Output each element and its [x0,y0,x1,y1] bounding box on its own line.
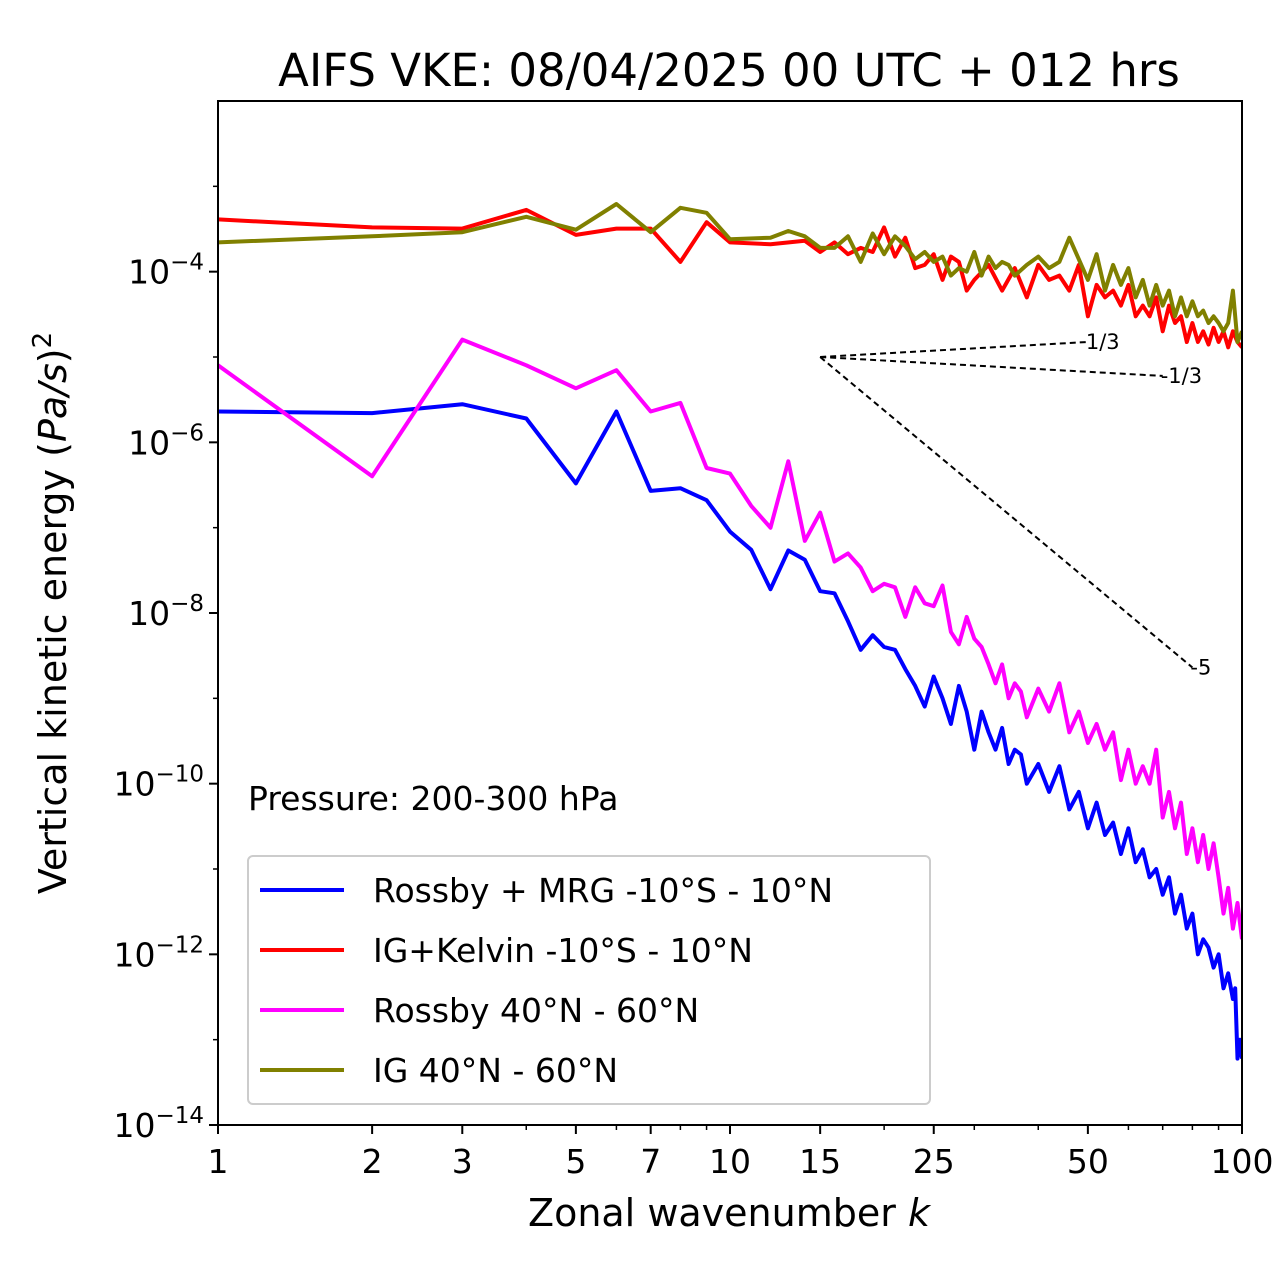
y-axis-label-exponent: 2 [28,332,58,349]
y-tick-label: 10−8 [128,591,204,633]
reference-line-label-3: -5 [1190,655,1211,679]
y-tick-label: 10−14 [113,1103,204,1145]
reference-line-2 [820,356,1163,377]
y-axis-label-close: ) [31,348,75,363]
y-axis-label-variable: Pa/s [31,363,75,442]
legend-label-4: IG 40°N - 60°N [373,1051,618,1090]
x-axis-ticks: 1 2 3 5 7 10 15 25 50 100 [208,1125,1274,1181]
series-line-3 [218,337,1242,940]
y-axis-label-text: Vertical kinetic energy ( [31,442,75,894]
x-axis-label-text: Zonal wavenumber [528,1191,908,1235]
chart-title: AIFS VKE: 08/04/2025 00 UTC + 012 hrs [278,44,1180,97]
y-axis-ticks: 10−4 10−6 10−8 10−10 10−12 10−14 [113,185,218,1145]
series-lines [218,202,1242,1061]
plot-area: 1/3 -1/3 -5 [218,202,1242,1061]
x-tick-label: 100 [1211,1142,1274,1181]
y-tick-label: 10−4 [128,250,204,292]
reference-lines: 1/3 -1/3 -5 [819,330,1211,679]
reference-line-3 [819,356,1194,669]
reference-line-label-1: 1/3 [1086,330,1120,354]
y-tick-label: 10−6 [128,420,204,462]
legend-label-2: IG+Kelvin -10°S - 10°N [373,931,753,970]
series-line-2 [218,207,1242,350]
x-tick-label: 2 [362,1142,383,1181]
x-axis-label-variable: k [908,1191,932,1235]
x-tick-label: 7 [640,1142,661,1181]
x-tick-label: 50 [1067,1142,1109,1181]
legend-label-3: Rossby 40°N - 60°N [373,991,699,1030]
legend-items: Rossby + MRG -10°S - 10°N IG+Kelvin -10°S… [260,871,833,1090]
legend-label-1: Rossby + MRG -10°S - 10°N [373,871,833,910]
x-axis-label: Zonal wavenumber k [528,1191,932,1235]
y-tick-label: 10−12 [113,932,204,974]
y-tick-label: 10−10 [113,762,204,804]
series-line-1 [218,402,1242,1061]
pressure-annotation: Pressure: 200-300 hPa [248,779,618,818]
series-line-4 [218,202,1242,344]
x-tick-label: 5 [565,1142,586,1181]
reference-line-label-2: -1/3 [1161,364,1202,388]
x-tick-label: 10 [709,1142,751,1181]
legend-box [247,855,931,1105]
legend: Rossby + MRG -10°S - 10°N IG+Kelvin -10°S… [247,855,931,1105]
y-axis-label: Vertical kinetic energy (Pa/s)2 [28,332,75,894]
x-tick-label: 15 [799,1142,841,1181]
x-tick-label: 1 [208,1142,229,1181]
x-tick-label: 25 [913,1142,955,1181]
reference-line-1 [820,340,1088,358]
x-tick-label: 3 [452,1142,473,1181]
